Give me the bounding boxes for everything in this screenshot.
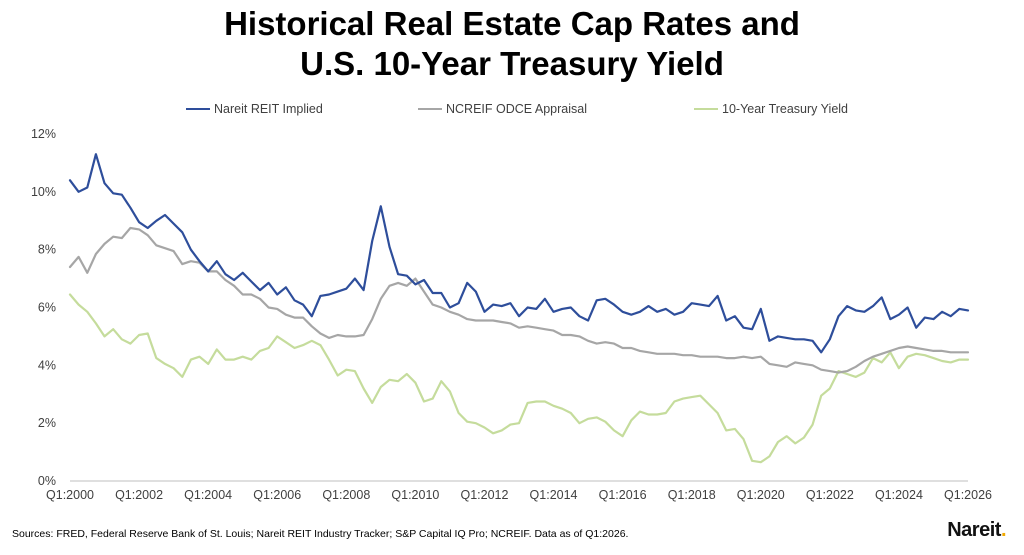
x-tick-label: Q1:2022 xyxy=(806,488,854,502)
x-tick-label: Q1:2014 xyxy=(530,488,578,502)
y-tick-label: 8% xyxy=(38,243,56,257)
y-tick-label: 2% xyxy=(38,416,56,430)
legend-swatch-ncreif xyxy=(418,108,442,110)
y-tick-label: 10% xyxy=(31,185,56,199)
series-line-treasury xyxy=(68,293,970,464)
chart-title-line-2: U.S. 10-Year Treasury Yield xyxy=(300,45,724,82)
x-tick-label: Q1:2024 xyxy=(875,488,923,502)
sources-note: Sources: FRED, Federal Reserve Bank of S… xyxy=(12,528,629,540)
x-tick-label: Q1:2000 xyxy=(46,488,94,502)
chart-title: Historical Real Estate Cap Rates and U.S… xyxy=(0,4,1024,84)
legend-label-reit: Nareit REIT Implied xyxy=(214,102,323,116)
x-tick-label: Q1:2026 xyxy=(944,488,992,502)
legend-label-treasury: 10-Year Treasury Yield xyxy=(722,102,849,116)
x-tick-label: Q1:2016 xyxy=(599,488,647,502)
chart-axes: 0% 2% 4% 6% 8% 10% 12% Q1:2000 Q1:2002 Q1:2004 Q1:… xyxy=(31,127,992,502)
legend-swatch-reit xyxy=(186,108,210,110)
legend-item-reit: Nareit REIT Implied xyxy=(186,102,323,116)
x-tick-label: Q1:2008 xyxy=(322,488,370,502)
logo-dot: . xyxy=(1000,519,1007,541)
logo-text: Nareit xyxy=(947,519,1001,541)
x-tick-label: Q1:2018 xyxy=(668,488,716,502)
y-tick-label: 12% xyxy=(31,127,56,141)
legend-label-ncreif: NCREIF ODCE Appraisal xyxy=(446,102,588,116)
x-tick-label: Q1:2010 xyxy=(391,488,439,502)
x-tick-label: Q1:2012 xyxy=(460,488,508,502)
legend-swatch-treasury xyxy=(694,108,718,110)
x-tick-label: Q1:2006 xyxy=(253,488,301,502)
y-tick-label: 0% xyxy=(38,474,56,488)
series-line-ncreif xyxy=(68,226,970,374)
x-tick-label: Q1:2004 xyxy=(184,488,232,502)
nareit-logo: Nareit. xyxy=(947,519,1006,542)
chart-series-lines xyxy=(68,153,970,464)
x-tick-label: Q1:2020 xyxy=(737,488,785,502)
x-tick-label: Q1:2002 xyxy=(115,488,163,502)
chart-title-line-1: Historical Real Estate Cap Rates and xyxy=(224,5,800,42)
y-tick-label: 6% xyxy=(38,301,56,315)
series-line-reit xyxy=(68,153,970,354)
legend-item-treasury: 10-Year Treasury Yield xyxy=(694,102,848,116)
chart-legend: Nareit REIT Implied NCREIF ODCE Appraisa… xyxy=(0,102,1024,120)
legend-item-ncreif: NCREIF ODCE Appraisal xyxy=(418,102,587,116)
y-tick-label: 4% xyxy=(38,358,56,372)
